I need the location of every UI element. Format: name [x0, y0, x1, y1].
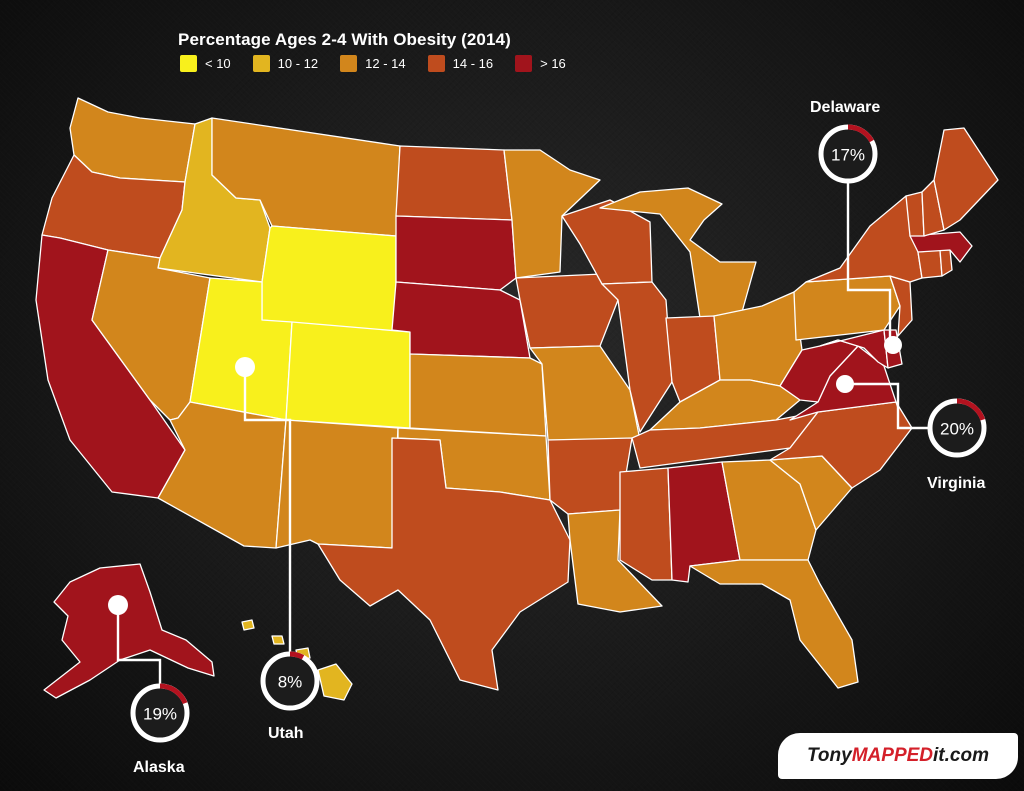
legend-label: > 16 — [540, 56, 566, 71]
state-vt — [905, 191, 925, 237]
state-hi-island3 — [271, 635, 285, 645]
callout-line — [243, 368, 292, 652]
map-title: Percentage Ages 2-4 With Obesity (2014) — [178, 30, 511, 49]
callout-utah: 8% Utah — [235, 357, 320, 742]
state-co — [285, 321, 411, 429]
value-ring-label: 20% — [940, 420, 974, 439]
value-ring-label: 17% — [831, 146, 865, 165]
legend-item-14-16: 14 - 16 — [427, 55, 494, 72]
states-layer — [35, 97, 999, 701]
legend-swatch — [340, 55, 358, 72]
state-wy — [261, 225, 397, 333]
legend-label: 14 - 16 — [452, 56, 494, 71]
state-hi-island4 — [241, 619, 255, 631]
legend-label: 10 - 12 — [277, 56, 319, 71]
state-ny — [805, 195, 923, 283]
callout-virginia: 20% Virginia — [836, 375, 987, 492]
callout-state-name: Utah — [268, 725, 304, 742]
callout-delaware: 17% Delaware — [810, 99, 902, 354]
legend: < 10 10 - 12 12 - 14 14 - 16 > 16 — [180, 55, 566, 72]
legend-swatch — [515, 55, 533, 72]
legend-label: 12 - 14 — [365, 56, 406, 71]
callout-state-name: Alaska — [133, 759, 185, 776]
state-ms — [619, 467, 673, 581]
callout-dot — [836, 375, 854, 393]
state-nm — [275, 419, 399, 549]
callout-line — [846, 178, 892, 345]
state-il — [601, 281, 673, 433]
legend-item-gt16: > 16 — [515, 55, 566, 72]
callout-state-name: Delaware — [810, 99, 880, 116]
value-ring-arc — [260, 651, 320, 711]
callout-line — [846, 382, 930, 430]
state-mo — [529, 345, 641, 441]
legend-item-lt10: < 10 — [180, 55, 231, 72]
value-ring-arc — [818, 124, 878, 184]
brand-part2: MAPPED — [851, 745, 934, 766]
state-tx — [317, 437, 571, 691]
state-me — [933, 127, 999, 231]
callout-state-name: Virginia — [927, 475, 985, 492]
state-ks — [409, 353, 547, 437]
callout-dot — [235, 357, 255, 377]
state-ma — [909, 231, 973, 263]
legend-label: < 10 — [205, 56, 231, 71]
legend-swatch — [427, 55, 445, 72]
callout-dot — [108, 595, 128, 615]
state-sd — [395, 215, 517, 291]
legend-item-12-14: 12 - 14 — [340, 55, 406, 72]
state-hi — [317, 663, 353, 701]
state-ri — [939, 249, 953, 277]
value-ring-arc — [927, 398, 987, 458]
state-az — [157, 401, 287, 549]
state-ne — [391, 281, 531, 359]
value-ring-label: 19% — [143, 705, 177, 724]
legend-item-10-12: 10 - 12 — [252, 55, 319, 72]
brand-part1: Tony — [807, 745, 852, 766]
callout-alaska: 19% Alaska — [108, 595, 190, 776]
brand-part3: it.com — [933, 745, 989, 766]
value-ring-label: 8% — [278, 673, 303, 692]
state-wi — [561, 199, 653, 285]
legend-swatch — [180, 55, 197, 72]
state-mi — [599, 187, 757, 319]
state-ak — [43, 563, 215, 699]
callout-dot — [884, 336, 902, 354]
callout-line — [116, 606, 162, 686]
brand-logo: Tony MAPPED it.com — [778, 733, 1018, 779]
legend-swatch — [252, 55, 270, 72]
state-nd — [395, 145, 513, 221]
state-ct — [917, 249, 943, 279]
state-fl — [689, 559, 859, 689]
value-ring-arc — [130, 683, 190, 743]
